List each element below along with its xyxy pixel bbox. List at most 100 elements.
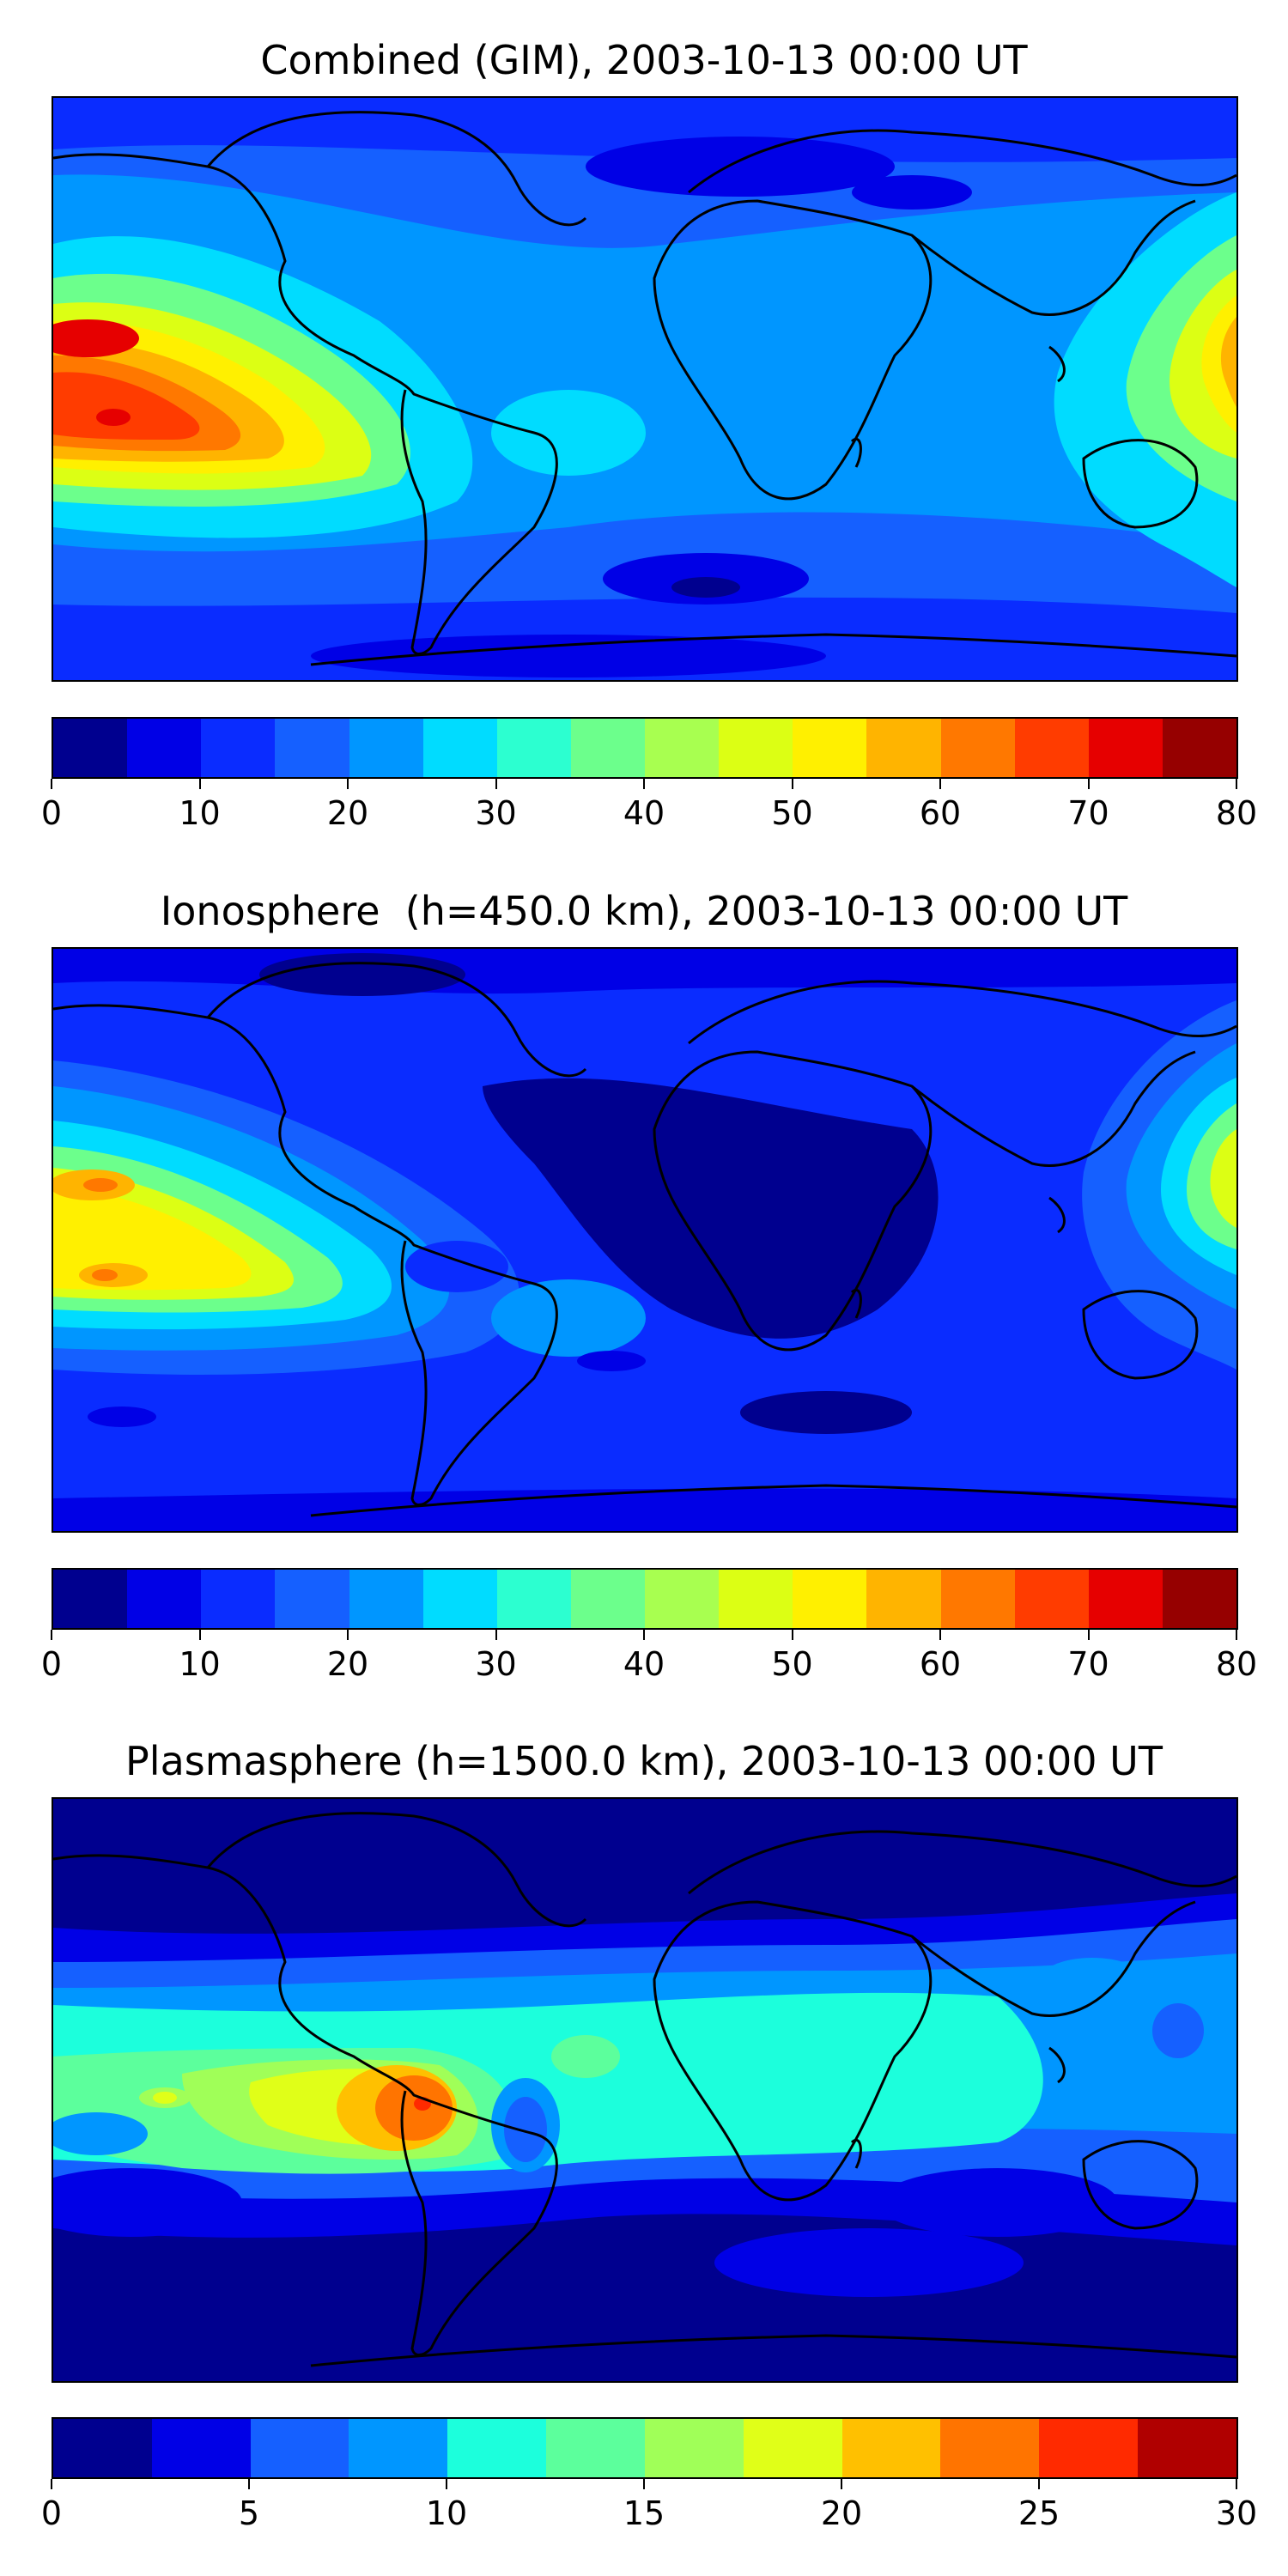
colorbar-tick-label: 30 [475,1645,517,1683]
map-title-ionosphere: Ionosphere (h=450.0 km), 2003-10-13 00:0… [160,888,1128,934]
colorbar-segment [127,1570,202,1628]
colorbar-segment [250,2419,349,2477]
colorbar-tick-label: 0 [40,794,63,832]
colorbar-segment [645,1570,720,1628]
colorbar-segment [1014,1570,1089,1628]
colorbar-tick-mark [1236,779,1237,789]
colorbar-tick-label: 20 [326,1645,369,1683]
colorbar-tick-mark [791,1630,793,1640]
colorbar-segment [53,1570,128,1628]
colorbar-tick-mark [791,779,793,789]
colorbar-plasmasphere [52,2417,1238,2479]
colorbar-tick-label: 70 [1067,794,1109,832]
map-combined [52,96,1238,682]
colorbar-tick-mark [347,1630,349,1640]
colorbar-segment [53,719,128,777]
colorbar-segment [1039,2419,1139,2477]
colorbar-segment [644,2419,744,2477]
map-title-combined: Combined (GIM), 2003-10-13 00:00 UT [260,37,1028,83]
colorbar-segment [1088,719,1163,777]
colorbar-ticks-plasmasphere: 0 5 10 15 20 25 30 [41,2479,1257,2532]
colorbar-tick-mark [198,779,201,789]
colorbar-segment [1162,719,1236,777]
colorbar-segment [841,2419,941,2477]
colorbar-tick-label: 30 [1215,2494,1258,2532]
colorbar-tick-mark [198,1630,201,1640]
colorbar-tick-mark [347,779,349,789]
colorbar-tick-label: 80 [1215,1645,1258,1683]
colorbar-tick-label: 50 [771,1645,813,1683]
map-ionosphere [52,947,1238,1533]
colorbar-tick-mark [1038,2479,1040,2489]
colorbar-tick-label: 40 [623,1645,665,1683]
colorbar-segment [422,719,497,777]
colorbar-tick-mark [248,2479,250,2489]
colorbar-tick-mark [643,1630,645,1640]
colorbar-segment [645,719,720,777]
colorbar-tick-mark [51,1630,52,1640]
colorbar-segment [127,719,202,777]
colorbar-tick-mark [1236,1630,1237,1640]
colorbar-tick-label: 40 [623,794,665,832]
colorbar-segment [940,719,1015,777]
colorbar-segment [570,719,645,777]
colorbar-segment [743,2419,842,2477]
colorbar-tick-mark [51,779,52,789]
colorbar-segment [940,1570,1015,1628]
colorbar-tick-label: 25 [1018,2494,1060,2532]
colorbar-tick-mark [939,1630,941,1640]
colorbar-ticks-combined: 0 10 20 30 40 50 60 70 80 [41,779,1257,832]
colorbar-segment [1014,719,1089,777]
map-title-plasmasphere: Plasmasphere (h=1500.0 km), 2003-10-13 0… [125,1738,1163,1784]
colorbar-segment [1088,1570,1163,1628]
colorbar-tick-mark [841,2479,842,2489]
colorbar-tick-mark [643,2479,645,2489]
colorbar-tick-mark [939,779,941,789]
colorbar-segment [275,1570,349,1628]
colorbar-tick-label: 0 [40,1645,63,1683]
colorbar-tick-label: 15 [623,2494,665,2532]
colorbar-tick-label: 10 [179,1645,221,1683]
colorbar-segment [1138,2419,1236,2477]
colorbar-segment [793,719,867,777]
colorbar-tick-mark [1236,2479,1237,2489]
colorbar-tick-label: 20 [326,794,369,832]
colorbar-segment [275,719,349,777]
colorbar-tick-label: 10 [179,794,221,832]
colorbar-segment [570,1570,645,1628]
tec-contour-map-combined [53,98,1236,680]
colorbar-segment [866,1570,941,1628]
colorbar-tick-mark [446,2479,447,2489]
colorbar-ionosphere [52,1568,1238,1630]
tec-contour-map-ionosphere [53,949,1236,1531]
colorbar-segment [349,719,423,777]
colorbar-tick-mark [643,779,645,789]
colorbar-tick-label: 50 [771,794,813,832]
colorbar-segment [151,2419,251,2477]
colorbar-tick-label: 30 [475,794,517,832]
colorbar-tick-label: 80 [1215,794,1258,832]
colorbar-segment [349,1570,423,1628]
colorbar-tick-label: 5 [238,2494,260,2532]
colorbar-segment [940,2419,1040,2477]
colorbar-segment [719,719,793,777]
colorbar-segment [53,2419,152,2477]
colorbar-tick-label: 20 [820,2494,863,2532]
colorbar-segment [719,1570,793,1628]
colorbar-tick-label: 60 [919,794,962,832]
colorbar-tick-mark [1087,779,1090,789]
colorbar-segment [422,1570,497,1628]
colorbar-tick-mark [51,2479,52,2489]
colorbar-segment [866,719,941,777]
colorbar-tick-mark [495,1630,497,1640]
colorbar-tick-mark [495,779,497,789]
colorbar-segment [201,1570,276,1628]
colorbar-segment [1162,1570,1236,1628]
colorbar-combined [52,717,1238,779]
colorbar-segment [447,2419,547,2477]
colorbar-tick-label: 0 [40,2494,63,2532]
colorbar-tick-label: 10 [425,2494,468,2532]
colorbar-segment [496,1570,571,1628]
colorbar-segment [496,719,571,777]
colorbar-segment [546,2419,645,2477]
